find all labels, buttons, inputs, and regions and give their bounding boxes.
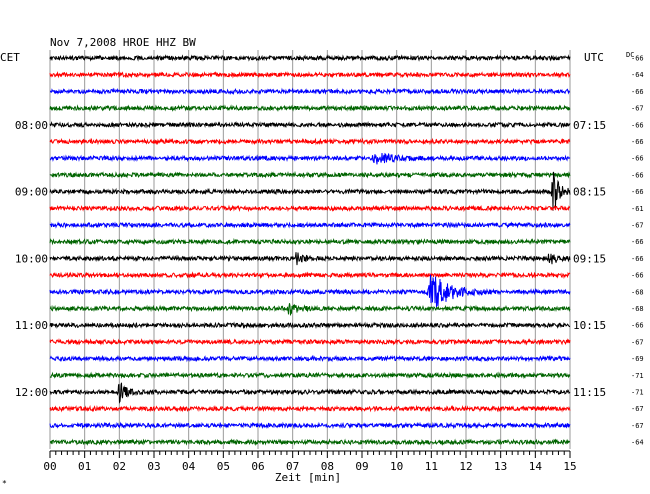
seismic-trace	[49, 371, 571, 380]
seismic-trace	[49, 54, 571, 62]
cet-hour-labels: 08:00 09:00 10:00 11:00 12:00	[15, 119, 48, 399]
utc-hour-label: 09:15	[573, 252, 606, 265]
seismic-trace	[49, 137, 571, 146]
dc-value: -67	[631, 338, 644, 346]
x-tick-label: 00	[43, 460, 56, 473]
utc-hour-label: 11:15	[573, 386, 606, 399]
dc-value: -66	[631, 88, 644, 96]
dc-values: -66 -64 -66 -67 -66 -66 -66 -66 -66 -61 -67 -66 -66 -…	[631, 55, 644, 447]
x-tick-label: 03	[147, 460, 160, 473]
seismic-trace	[49, 438, 571, 446]
dc-value: -66	[631, 238, 644, 246]
seismic-trace	[49, 87, 571, 96]
dc-value: -71	[631, 372, 644, 380]
cet-axis-title: CET	[0, 51, 20, 64]
dc-value: -67	[631, 405, 644, 413]
seismic-trace	[49, 421, 571, 430]
dc-value: -66	[631, 138, 644, 146]
seismic-trace	[49, 221, 571, 229]
dc-value: -69	[631, 355, 644, 363]
x-tick-label: 06	[251, 460, 264, 473]
dc-value: -66	[631, 255, 644, 263]
cet-hour-label: 12:00	[15, 386, 48, 399]
seismic-trace	[49, 274, 571, 308]
seismic-trace	[49, 354, 571, 363]
seismic-trace	[49, 382, 571, 404]
x-axis: 00 01 02 03 04 05 06 07 08 09 10 11 12 13 14 15	[43, 450, 577, 473]
seismic-trace	[49, 404, 571, 413]
utc-hour-label: 08:15	[573, 186, 606, 199]
seismic-trace	[49, 204, 571, 213]
x-tick-label: 12	[459, 460, 472, 473]
x-tick-label: 13	[494, 460, 507, 473]
seismic-trace	[49, 104, 571, 113]
chart-title: Nov 7,2008 HROE HHZ BW	[50, 36, 196, 49]
dc-value: -61	[631, 205, 644, 213]
x-tick-label: 11	[425, 460, 438, 473]
dc-value: -66	[631, 322, 644, 330]
x-tick-label: 09	[355, 460, 368, 473]
x-tick-label: 07	[286, 460, 299, 473]
cet-hour-label: 09:00	[15, 186, 48, 199]
dc-value: -64	[631, 71, 644, 79]
dc-value: -67	[631, 422, 644, 430]
corner-mark: *	[2, 479, 7, 488]
utc-hour-labels: 07:15 08:15 09:15 10:15 11:15	[573, 119, 606, 399]
dc-value: -66	[631, 55, 644, 63]
x-tick-label: 04	[182, 460, 196, 473]
utc-hour-label: 10:15	[573, 319, 606, 332]
seismic-trace	[49, 252, 571, 266]
dc-value: -67	[631, 222, 644, 230]
seismic-trace	[49, 321, 571, 330]
dc-value: -66	[631, 155, 644, 163]
seismic-trace	[49, 271, 571, 280]
x-tick-label: 02	[113, 460, 126, 473]
minute-grid	[49, 50, 571, 449]
x-tick-label: 10	[390, 460, 403, 473]
seismic-trace	[49, 120, 571, 129]
x-tick-label: 14	[529, 460, 543, 473]
dc-value: -66	[631, 188, 644, 196]
seismic-trace	[49, 170, 571, 179]
dc-value: -68	[631, 288, 644, 296]
cet-hour-label: 10:00	[15, 252, 48, 265]
x-tick-label: 08	[321, 460, 334, 473]
seismic-trace	[49, 237, 571, 246]
dc-value: -64	[631, 439, 644, 447]
dc-header: DC	[626, 51, 634, 59]
utc-hour-label: 07:15	[573, 119, 606, 132]
dc-value: -66	[631, 121, 644, 129]
cet-hour-label: 08:00	[15, 119, 48, 132]
x-tick-label: 05	[217, 460, 230, 473]
dc-value: -67	[631, 105, 644, 113]
x-tick-label: 15	[563, 460, 576, 473]
dc-value: -66	[631, 171, 644, 179]
seismic-trace	[49, 152, 571, 165]
seismic-trace	[49, 171, 571, 211]
seismic-trace	[49, 303, 571, 316]
seismic-trace	[49, 338, 571, 346]
x-axis-label: Zeit [min]	[275, 471, 341, 484]
x-tick-label: 01	[78, 460, 91, 473]
trace-group	[49, 54, 571, 446]
cet-hour-label: 11:00	[15, 319, 48, 332]
dc-value: -68	[631, 305, 644, 313]
dc-value: -71	[631, 389, 644, 397]
utc-axis-title: UTC	[584, 51, 604, 64]
seismic-trace	[49, 71, 571, 79]
dc-value: -66	[631, 272, 644, 280]
